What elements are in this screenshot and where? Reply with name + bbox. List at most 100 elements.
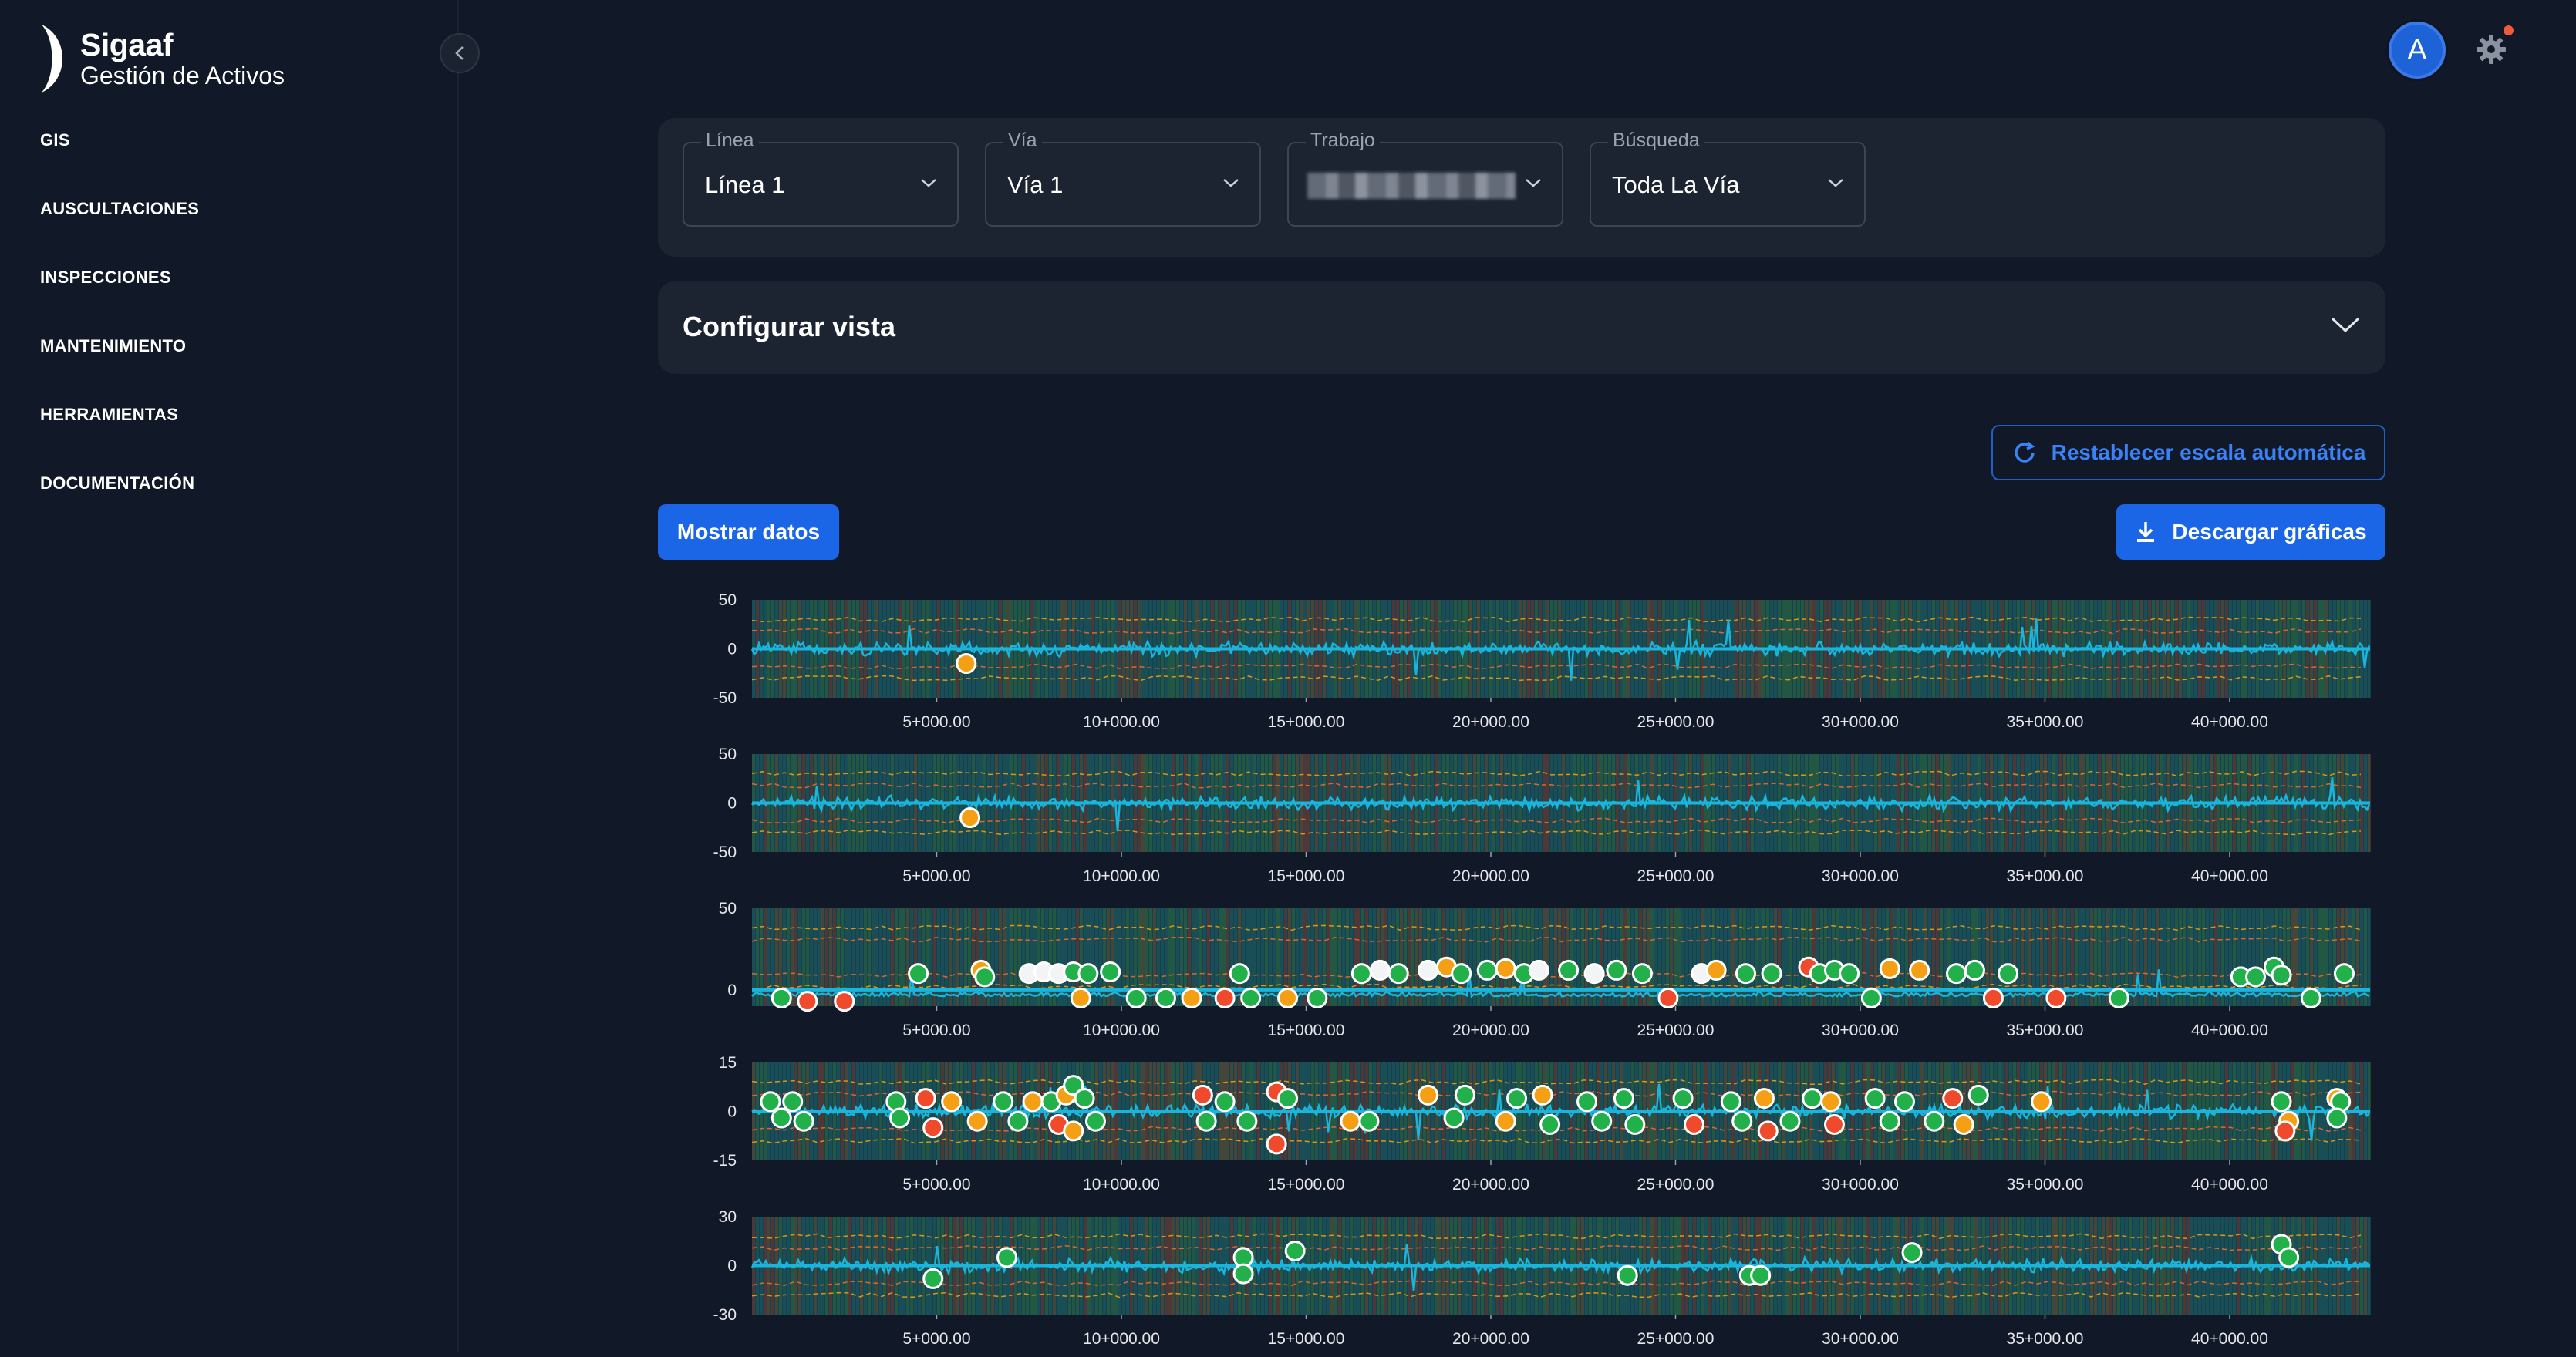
event-marker[interactable] (1879, 958, 1900, 979)
event-marker[interactable] (1277, 1088, 1299, 1110)
event-marker[interactable] (1583, 963, 1605, 985)
event-marker[interactable] (782, 1091, 804, 1113)
sidebar-item-herramientas[interactable]: HERRAMIENTAS (40, 405, 179, 424)
event-marker[interactable] (1606, 959, 1627, 981)
event-marker[interactable] (1125, 987, 1147, 1008)
event-marker[interactable] (1007, 1110, 1029, 1132)
event-marker[interactable] (1340, 1110, 1361, 1132)
event-marker[interactable] (1418, 1084, 1439, 1106)
event-marker[interactable] (1528, 959, 1549, 981)
event-marker[interactable] (834, 991, 855, 1012)
event-marker[interactable] (1532, 1084, 1553, 1106)
event-marker[interactable] (1953, 1113, 1974, 1135)
event-marker[interactable] (1576, 1091, 1598, 1113)
event-marker[interactable] (2271, 1091, 2292, 1113)
event-marker[interactable] (1232, 1263, 1254, 1285)
linea-select[interactable]: Línea Línea 1 (683, 130, 959, 227)
event-marker[interactable] (1893, 1091, 1915, 1113)
reset-autoscale-button[interactable]: Restablecer escala automática (1991, 425, 2385, 480)
event-marker[interactable] (1624, 1113, 1646, 1135)
event-marker[interactable] (1820, 1091, 1842, 1113)
event-marker[interactable] (1779, 1110, 1801, 1132)
event-marker[interactable] (1909, 959, 1930, 981)
event-marker[interactable] (1942, 1088, 1964, 1110)
event-marker[interactable] (1369, 959, 1391, 981)
configure-view-panel[interactable]: Configurar vista (658, 281, 2385, 374)
event-marker[interactable] (1266, 1133, 1287, 1155)
event-marker[interactable] (1860, 987, 1882, 1008)
event-marker[interactable] (1240, 987, 1262, 1008)
event-marker[interactable] (941, 1091, 963, 1113)
event-marker[interactable] (959, 807, 981, 829)
collapse-sidebar-button[interactable] (440, 33, 480, 73)
event-marker[interactable] (1229, 963, 1250, 985)
event-marker[interactable] (1657, 987, 1679, 1008)
event-marker[interactable] (1558, 959, 1580, 981)
event-marker[interactable] (1284, 1240, 1306, 1261)
event-marker[interactable] (2271, 965, 2292, 986)
event-marker[interactable] (908, 963, 929, 985)
event-marker[interactable] (1823, 1113, 1845, 1135)
brand[interactable]: Sigaaf Gestión de Activos (39, 23, 285, 94)
event-marker[interactable] (1192, 1084, 1213, 1106)
event-marker[interactable] (1672, 1088, 1694, 1110)
event-marker[interactable] (2333, 963, 2355, 985)
event-marker[interactable] (1495, 958, 1516, 979)
event-marker[interactable] (2300, 987, 2321, 1008)
event-marker[interactable] (1735, 963, 1756, 985)
event-marker[interactable] (1964, 959, 1985, 981)
event-marker[interactable] (1683, 1113, 1704, 1135)
event-marker[interactable] (1720, 1091, 1741, 1113)
sidebar-item-auscultaciones[interactable]: AUSCULTACIONES (40, 199, 200, 218)
event-marker[interactable] (1195, 1110, 1217, 1132)
event-marker[interactable] (2031, 1091, 2052, 1113)
event-marker[interactable] (1084, 1110, 1106, 1132)
event-marker[interactable] (793, 1110, 814, 1132)
event-marker[interactable] (1418, 959, 1439, 981)
event-marker[interactable] (2108, 987, 2129, 1008)
event-marker[interactable] (1617, 1264, 1638, 1286)
event-marker[interactable] (1443, 1107, 1465, 1129)
event-marker[interactable] (1495, 1110, 1516, 1132)
event-marker[interactable] (1214, 1091, 1236, 1113)
via-select[interactable]: Vía Vía 1 (985, 130, 1261, 227)
event-marker[interactable] (770, 1107, 792, 1129)
event-marker[interactable] (770, 987, 792, 1008)
event-marker[interactable] (1387, 963, 1409, 985)
event-marker[interactable] (1753, 1088, 1775, 1110)
user-avatar[interactable]: A (2389, 22, 2446, 79)
event-marker[interactable] (1946, 963, 1967, 985)
event-marker[interactable] (1100, 961, 1121, 983)
event-marker[interactable] (1998, 963, 2019, 985)
busqueda-select[interactable]: Búsqueda Toda La Vía (1590, 130, 1866, 227)
event-marker[interactable] (915, 1088, 936, 1110)
event-marker[interactable] (1731, 1110, 1753, 1132)
sidebar-item-mantenimiento[interactable]: MANTENIMIENTO (40, 336, 187, 355)
event-marker[interactable] (1982, 987, 2004, 1008)
event-marker[interactable] (922, 1117, 944, 1139)
event-marker[interactable] (1063, 1075, 1084, 1096)
event-marker[interactable] (2278, 1247, 2300, 1268)
event-marker[interactable] (1802, 1088, 1823, 1110)
event-marker[interactable] (2245, 966, 2267, 988)
sidebar-item-documentacion[interactable]: DOCUMENTACIÓN (40, 473, 195, 493)
event-marker[interactable] (1454, 1084, 1475, 1106)
event-marker[interactable] (1967, 1084, 1989, 1106)
event-marker[interactable] (1879, 1110, 1900, 1132)
event-marker[interactable] (1613, 1088, 1634, 1110)
event-marker[interactable] (956, 653, 977, 675)
show-data-button[interactable]: Mostrar datos (658, 504, 839, 560)
event-marker[interactable] (1757, 1120, 1779, 1142)
event-marker[interactable] (2045, 987, 2067, 1008)
event-marker[interactable] (966, 1110, 988, 1132)
event-marker[interactable] (1506, 1088, 1528, 1110)
event-marker[interactable] (1451, 963, 1472, 985)
event-marker[interactable] (1924, 1110, 1945, 1132)
event-marker[interactable] (1539, 1113, 1561, 1135)
sidebar-item-gis[interactable]: GIS (40, 130, 70, 150)
event-marker[interactable] (1350, 963, 1372, 985)
event-marker[interactable] (2274, 1120, 2296, 1142)
event-marker[interactable] (760, 1091, 781, 1113)
event-marker[interactable] (1901, 1242, 1923, 1264)
event-marker[interactable] (1705, 959, 1727, 981)
